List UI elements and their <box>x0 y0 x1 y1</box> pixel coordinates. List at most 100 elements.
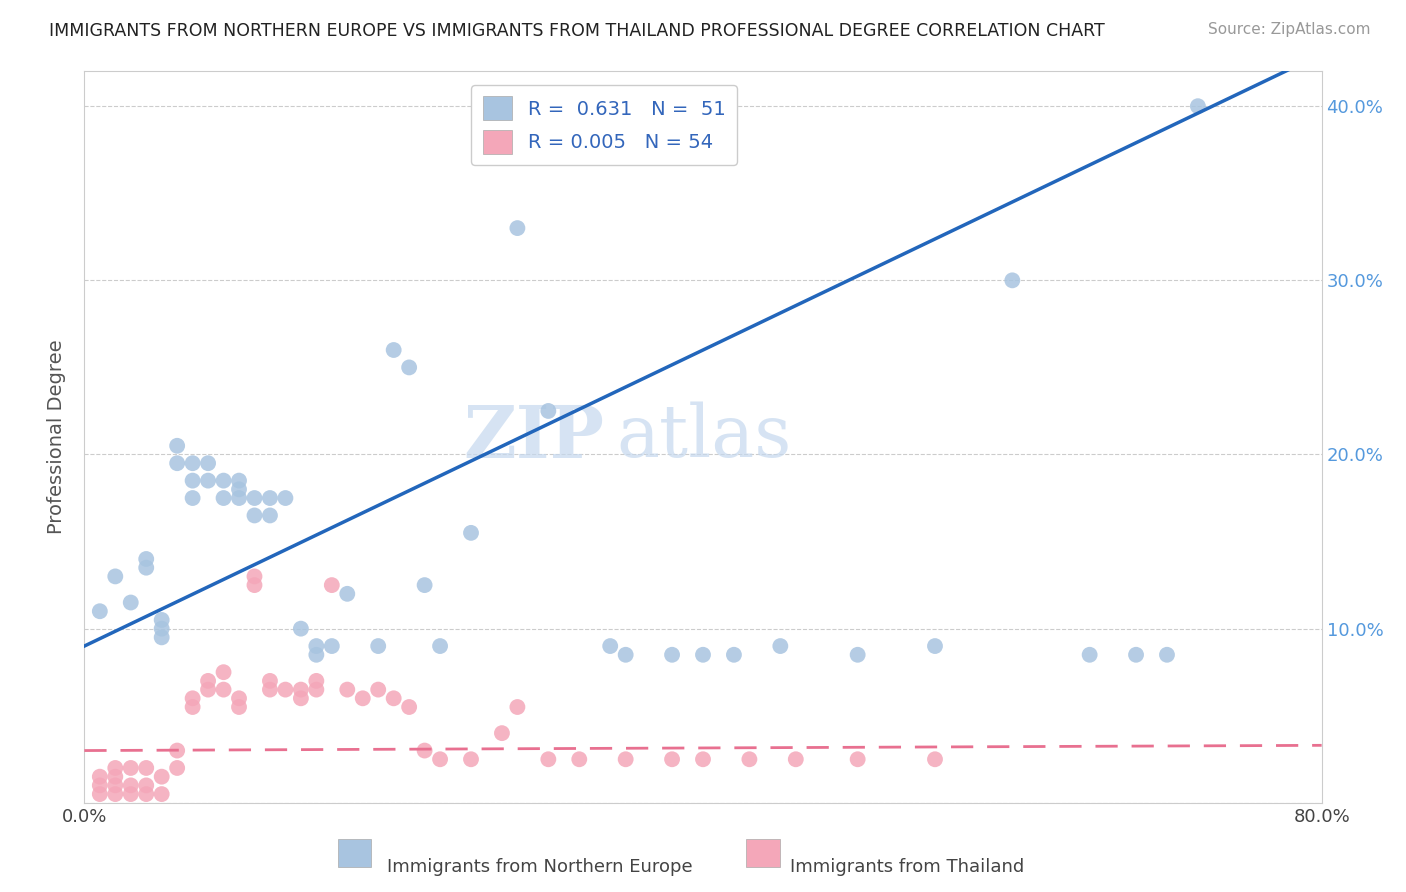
Point <box>769 639 792 653</box>
Point <box>150 622 173 636</box>
Point <box>181 491 204 505</box>
Point <box>104 770 127 784</box>
Point <box>429 639 451 653</box>
Point <box>321 639 343 653</box>
Point <box>1156 648 1178 662</box>
Point <box>120 787 142 801</box>
Point <box>120 595 142 609</box>
Point <box>413 578 436 592</box>
FancyBboxPatch shape <box>337 839 371 867</box>
Point <box>305 673 328 688</box>
Point <box>259 491 281 505</box>
Point <box>197 474 219 488</box>
Point <box>723 648 745 662</box>
Point <box>89 770 111 784</box>
Point <box>274 491 297 505</box>
Point <box>197 673 219 688</box>
Point <box>846 752 869 766</box>
Point <box>785 752 807 766</box>
Point <box>491 726 513 740</box>
Text: atlas: atlas <box>616 401 792 473</box>
Point <box>1001 273 1024 287</box>
Point <box>661 752 683 766</box>
Point <box>321 578 343 592</box>
Point <box>135 552 157 566</box>
Point <box>290 691 312 706</box>
Point <box>197 456 219 470</box>
Point <box>1187 99 1209 113</box>
Point <box>352 691 374 706</box>
Point <box>228 700 250 714</box>
Point <box>398 700 420 714</box>
Point <box>259 682 281 697</box>
FancyBboxPatch shape <box>747 839 780 867</box>
Point <box>89 604 111 618</box>
Point <box>382 691 405 706</box>
Point <box>166 761 188 775</box>
Point <box>243 578 266 592</box>
Point <box>846 648 869 662</box>
Point <box>243 569 266 583</box>
Point <box>104 569 127 583</box>
Point <box>506 700 529 714</box>
Point <box>150 613 173 627</box>
Point <box>104 787 127 801</box>
Point <box>135 778 157 792</box>
Point <box>367 639 389 653</box>
Point <box>259 508 281 523</box>
Point <box>181 691 204 706</box>
Point <box>228 691 250 706</box>
Legend: R =  0.631   N =  51, R = 0.005   N = 54: R = 0.631 N = 51, R = 0.005 N = 54 <box>471 85 737 165</box>
Point <box>197 682 219 697</box>
Point <box>274 682 297 697</box>
Text: Immigrants from Northern Europe: Immigrants from Northern Europe <box>388 858 693 876</box>
Point <box>166 743 188 757</box>
Point <box>104 761 127 775</box>
Point <box>120 778 142 792</box>
Point <box>104 778 127 792</box>
Point <box>305 648 328 662</box>
Point <box>460 525 482 540</box>
Point <box>661 648 683 662</box>
Point <box>228 483 250 497</box>
Point <box>336 682 359 697</box>
Text: Source: ZipAtlas.com: Source: ZipAtlas.com <box>1208 22 1371 37</box>
Point <box>89 787 111 801</box>
Point <box>212 474 235 488</box>
Point <box>181 474 204 488</box>
Point <box>537 404 560 418</box>
Point <box>460 752 482 766</box>
Point <box>537 752 560 766</box>
Point <box>181 700 204 714</box>
Text: ZIP: ZIP <box>463 401 605 473</box>
Point <box>614 648 637 662</box>
Point <box>568 752 591 766</box>
Point <box>336 587 359 601</box>
Point <box>259 673 281 688</box>
Point <box>599 639 621 653</box>
Point <box>382 343 405 357</box>
Point <box>243 508 266 523</box>
Y-axis label: Professional Degree: Professional Degree <box>46 340 66 534</box>
Point <box>305 639 328 653</box>
Point <box>135 761 157 775</box>
Point <box>181 456 204 470</box>
Point <box>738 752 761 766</box>
Point <box>150 787 173 801</box>
Point <box>924 639 946 653</box>
Point <box>135 787 157 801</box>
Point <box>150 631 173 645</box>
Point <box>290 682 312 697</box>
Point <box>243 491 266 505</box>
Point <box>429 752 451 766</box>
Point <box>228 474 250 488</box>
Point <box>89 778 111 792</box>
Point <box>1125 648 1147 662</box>
Point <box>212 491 235 505</box>
Point <box>398 360 420 375</box>
Point <box>1078 648 1101 662</box>
Text: Immigrants from Thailand: Immigrants from Thailand <box>790 858 1024 876</box>
Point <box>212 682 235 697</box>
Point <box>166 439 188 453</box>
Point <box>305 682 328 697</box>
